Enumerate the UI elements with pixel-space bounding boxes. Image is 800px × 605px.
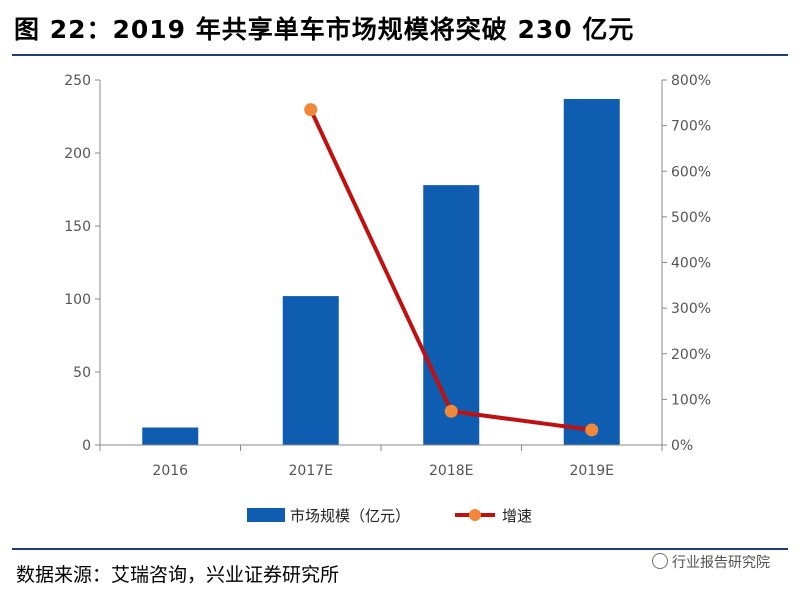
left-tick-label: 250 xyxy=(64,73,91,89)
right-tick-label: 500% xyxy=(671,210,711,226)
right-tick-label: 400% xyxy=(671,256,711,272)
x-tick-label: 2016 xyxy=(152,463,188,479)
x-tick-label: 2017E xyxy=(289,463,333,479)
right-tick-label: 100% xyxy=(671,392,711,408)
chart-title: 图 22：2019 年共享单车市场规模将突破 230 亿元 xyxy=(14,15,635,44)
legend-line-marker xyxy=(469,509,481,521)
axes xyxy=(99,80,663,446)
x-axis-ticks: 2016 2017E 2018E 2019E xyxy=(99,445,663,479)
bar-series xyxy=(142,98,620,445)
legend-line-label: 增速 xyxy=(502,507,532,525)
bar xyxy=(423,185,480,445)
right-tick-label: 0% xyxy=(671,438,693,454)
legend-bar-swatch xyxy=(247,508,285,522)
left-axis-ticks: 0 50 100 150 200 250 xyxy=(64,73,100,454)
watermark: 行业报告研究院 xyxy=(652,552,770,572)
right-tick-label: 300% xyxy=(671,301,711,317)
title-divider xyxy=(12,54,788,56)
right-tick-label: 200% xyxy=(671,347,711,363)
bar xyxy=(282,296,339,445)
left-tick-label: 150 xyxy=(64,219,91,235)
left-tick-label: 50 xyxy=(73,365,91,381)
legend-bar-label: 市场规模（亿元） xyxy=(290,507,410,525)
x-tick-label: 2019E xyxy=(570,463,614,479)
data-source: 数据来源：艾瑞咨询，兴业证券研究所 xyxy=(16,564,340,586)
left-tick-label: 0 xyxy=(82,438,91,454)
growth-point xyxy=(444,404,458,418)
growth-point xyxy=(304,103,318,117)
right-axis-ticks: 0% 100% 200% 300% 400% 500% 600% 700% 800% xyxy=(662,73,711,454)
right-tick-label: 700% xyxy=(671,119,711,135)
growth-line-series xyxy=(304,103,599,437)
left-tick-label: 100 xyxy=(64,292,91,308)
source-divider xyxy=(12,548,788,550)
legend: 市场规模（亿元） 增速 xyxy=(247,507,532,525)
chart-area: 0 50 100 150 200 250 0% 100% 200% 300% 400% 500% 60… xyxy=(64,73,711,525)
right-tick-label: 800% xyxy=(671,73,711,89)
bar xyxy=(563,98,620,445)
watermark-text: 行业报告研究院 xyxy=(672,555,770,571)
wechat-icon xyxy=(652,553,668,569)
bar xyxy=(142,427,199,445)
right-tick-label: 600% xyxy=(671,164,711,180)
left-tick-label: 200 xyxy=(64,146,91,162)
x-tick-label: 2018E xyxy=(429,463,473,479)
growth-point xyxy=(585,423,599,437)
